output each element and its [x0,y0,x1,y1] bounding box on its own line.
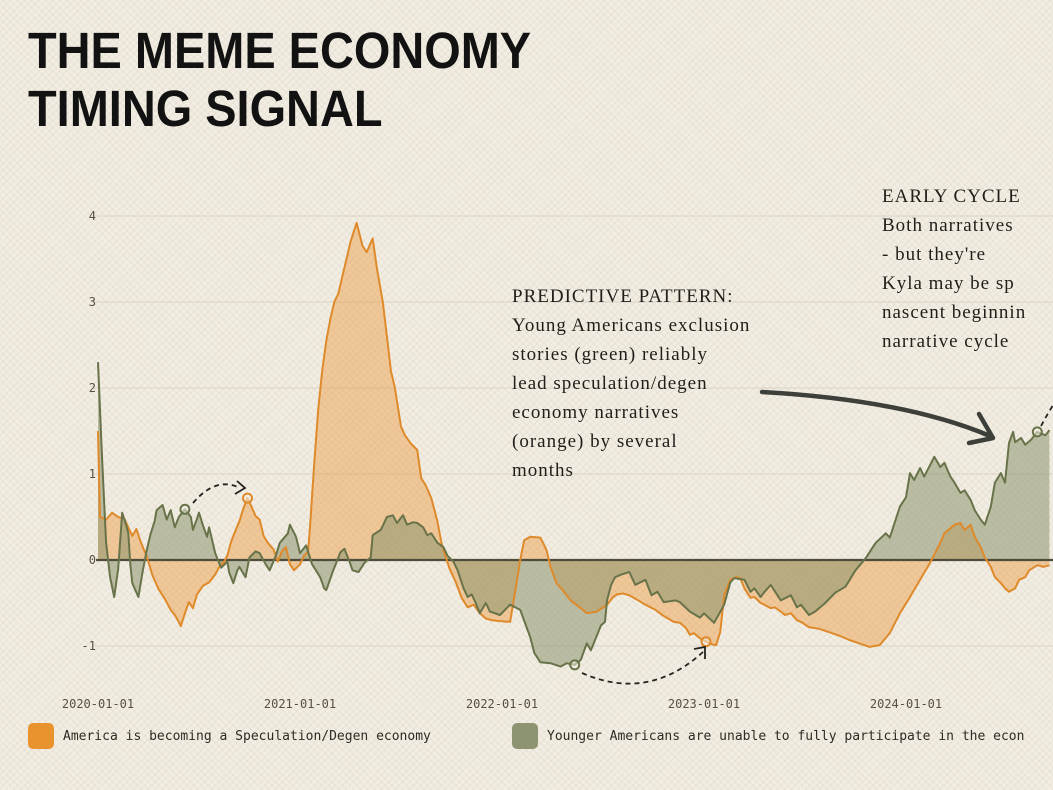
dashed-arrow-2020-lead-head [234,480,247,495]
dashed-arrow-2022-lead-head [693,645,706,659]
y-tick-2: 2 [88,381,96,395]
legend-item-speculation[interactable]: America is becoming a Speculation/Degen … [28,723,431,749]
page-title: THE MEME ECONOMY TIMING SIGNAL [28,22,531,138]
annotation-line: economy narratives [512,402,680,423]
data-point-marker-orange-3[interactable] [700,636,712,648]
annotation-arrows [192,389,1053,685]
series-lines[interactable] [97,221,1051,668]
y-tick-3: 3 [88,295,96,309]
annotation-line: lead speculation/degen [512,373,708,394]
dashed-arrow-2022-lead [581,651,704,685]
annotation-line: - but they're [882,244,987,265]
dashed-arrow-2020-lead [192,483,241,504]
page-title-line2: TIMING SIGNAL [28,80,383,137]
x-tick-2021: 2021-01-01 [263,697,337,711]
dashed-tail-to-annotation [1040,403,1053,427]
y-tick-1: 1 [88,467,96,481]
annotation-line: Young Americans exclusion [512,315,751,336]
annotation-line: EARLY CYCLE [882,186,1021,207]
series-area-orange[interactable] [98,222,1050,647]
y-tick-4: 4 [88,209,96,223]
data-point-marker-green-2[interactable] [569,659,581,671]
solid-arrow-early-cycle [759,389,993,439]
legend-label-younger-americans: Younger Americans are unable to fully pa… [547,728,1025,744]
annotation-line: stories (green) reliably [512,344,708,365]
x-tick-2023: 2023-01-01 [667,697,741,711]
series-line-orange[interactable] [97,221,1050,648]
solid-arrow-early-cycle-head [966,411,996,446]
legend-swatch-orange[interactable] [28,723,54,749]
annotation-line: Both narratives [882,215,1014,236]
annotation-line: months [512,460,574,481]
annotation-line: (orange) by several [512,431,678,452]
annotation-line: Kyla may be sp [882,273,1015,294]
page-title-line1: THE MEME ECONOMY [28,22,532,79]
data-point-marker-orange-1[interactable] [242,492,253,504]
series-area-green[interactable] [98,362,1050,667]
annotation-early-cycle: EARLY CYCLE Both narratives - but they'r… [882,182,1026,356]
y-tick-neg1: -1 [81,639,96,653]
legend-swatch-green[interactable] [512,723,538,749]
annotation-line: PREDICTIVE PATTERN: [512,286,734,307]
x-tick-2022: 2022-01-01 [465,697,539,711]
annotation-line: narrative cycle [882,331,1010,352]
x-tick-2024: 2024-01-01 [869,697,943,711]
legend-label-speculation: America is becoming a Speculation/Degen … [63,728,431,744]
annotation-line: nascent beginnin [882,302,1027,323]
y-tick-0: 0 [88,553,96,567]
highlight-markers[interactable] [179,426,1043,671]
data-point-marker-green-0[interactable] [179,503,191,515]
series-line-green[interactable] [97,362,1051,668]
legend-item-younger-americans[interactable]: Younger Americans are unable to fully pa… [512,723,1024,749]
x-tick-2020: 2020-01-01 [61,697,135,711]
data-point-marker-green-4[interactable] [1031,426,1043,438]
annotation-predictive-pattern: PREDICTIVE PATTERN: Young Americans excl… [512,282,750,485]
series-areas[interactable] [98,222,1050,667]
